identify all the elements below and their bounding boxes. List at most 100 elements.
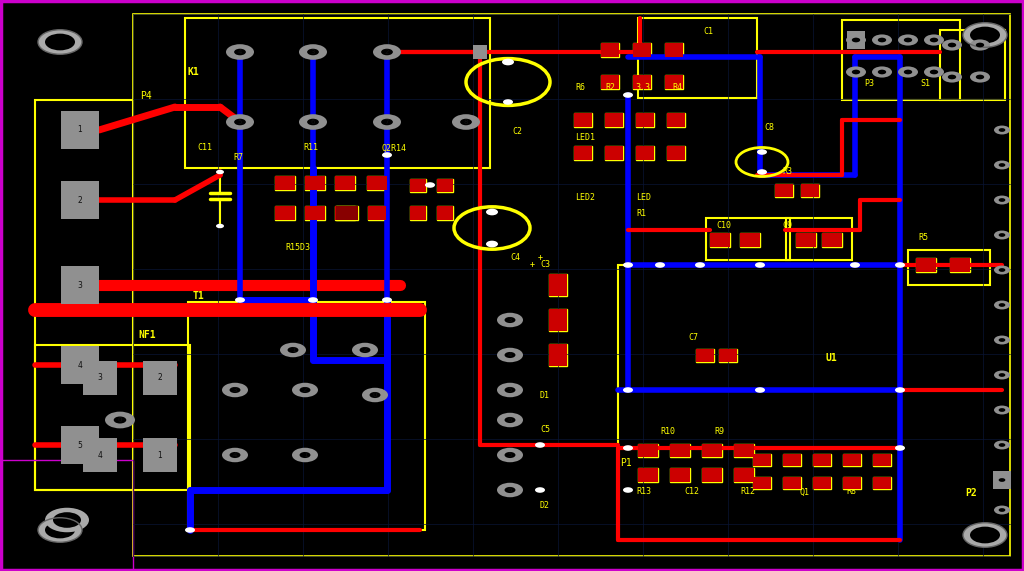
Bar (665, 43, 683, 57)
Circle shape (53, 512, 81, 528)
Bar (83, 438, 117, 472)
Text: 5: 5 (508, 387, 512, 393)
Bar (696, 348, 714, 361)
Circle shape (234, 119, 246, 125)
Text: 0: 0 (118, 417, 122, 423)
Bar (665, 43, 683, 57)
Bar (753, 477, 771, 489)
Circle shape (998, 408, 1006, 412)
Bar (636, 146, 654, 160)
Circle shape (878, 70, 886, 74)
Bar (801, 183, 819, 196)
Bar (801, 183, 819, 196)
Bar (719, 348, 737, 361)
Bar (638, 444, 658, 456)
Bar (335, 176, 355, 190)
Circle shape (505, 387, 515, 393)
Circle shape (497, 383, 523, 397)
Circle shape (998, 198, 1006, 202)
Text: R9: R9 (714, 428, 724, 436)
Bar (873, 454, 891, 466)
Bar (843, 454, 861, 466)
Bar (601, 43, 618, 57)
Bar (367, 176, 387, 190)
Bar (873, 477, 891, 489)
Text: 3: 3 (310, 49, 315, 55)
Circle shape (216, 224, 224, 228)
Circle shape (924, 34, 944, 46)
Circle shape (497, 348, 523, 362)
Circle shape (503, 99, 513, 105)
Circle shape (998, 373, 1006, 377)
Circle shape (425, 182, 435, 188)
Circle shape (38, 30, 82, 54)
Circle shape (382, 297, 392, 303)
Text: C12: C12 (684, 488, 699, 497)
Bar (275, 206, 295, 220)
Bar (950, 258, 970, 272)
Bar (35, 345, 190, 490)
Circle shape (998, 163, 1006, 167)
Bar (916, 258, 936, 272)
Text: 4: 4 (78, 360, 83, 369)
Bar (275, 176, 295, 190)
Bar (410, 207, 426, 219)
Circle shape (623, 445, 633, 451)
Text: T1: T1 (193, 291, 205, 301)
Bar (61, 426, 99, 464)
Text: 2: 2 (78, 195, 82, 204)
Text: LED: LED (636, 194, 651, 203)
Circle shape (994, 126, 1010, 134)
Bar (601, 43, 618, 57)
Circle shape (222, 383, 248, 397)
Text: 1: 1 (158, 451, 163, 460)
Circle shape (998, 233, 1006, 237)
Bar (696, 348, 714, 361)
Bar (702, 444, 722, 456)
Text: P1: P1 (620, 458, 632, 468)
Bar (305, 176, 325, 190)
Text: C3: C3 (540, 260, 550, 270)
Text: C9: C9 (782, 220, 792, 230)
Circle shape (292, 383, 318, 397)
Text: P2: P2 (965, 488, 977, 498)
Circle shape (998, 268, 1006, 272)
Circle shape (994, 195, 1010, 204)
Text: S1: S1 (920, 79, 930, 89)
Bar (775, 183, 793, 196)
Bar (437, 207, 453, 219)
Bar (605, 146, 623, 160)
Text: R1: R1 (636, 208, 646, 218)
Bar (574, 113, 592, 127)
Circle shape (942, 71, 962, 83)
Circle shape (505, 487, 515, 493)
Bar (335, 176, 355, 190)
Circle shape (300, 387, 310, 393)
Text: 6: 6 (508, 487, 512, 493)
Text: R3: R3 (782, 167, 792, 176)
Bar (753, 454, 771, 466)
Circle shape (976, 75, 984, 79)
Circle shape (852, 70, 860, 74)
Circle shape (535, 487, 545, 493)
Text: 3: 3 (97, 373, 102, 383)
Circle shape (998, 303, 1006, 307)
Circle shape (898, 66, 918, 78)
Circle shape (948, 43, 956, 47)
Circle shape (505, 417, 515, 423)
Bar (601, 75, 618, 89)
Bar (185, 18, 490, 168)
Bar (275, 176, 295, 190)
Circle shape (505, 317, 515, 323)
Circle shape (994, 336, 1010, 344)
Text: K1: K1 (187, 67, 199, 77)
Text: R11: R11 (303, 143, 318, 152)
Text: R7: R7 (233, 154, 243, 163)
Circle shape (994, 160, 1010, 170)
Text: C7: C7 (688, 333, 698, 343)
Circle shape (963, 23, 1007, 47)
Bar (783, 454, 801, 466)
Circle shape (898, 34, 918, 46)
Circle shape (970, 39, 990, 51)
Text: 1: 1 (303, 452, 307, 458)
